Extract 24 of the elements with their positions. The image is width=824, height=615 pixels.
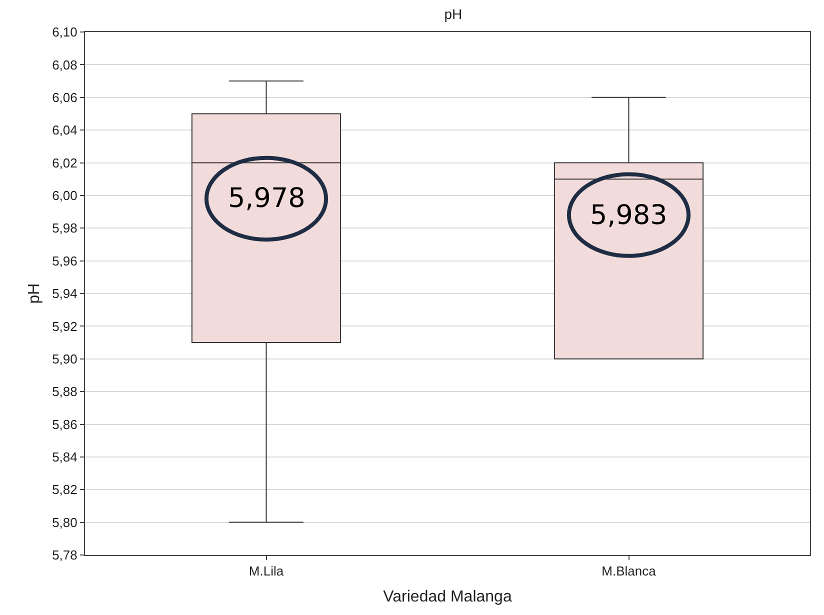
y-tick-label: 5,92	[52, 318, 78, 334]
y-tick-label: 5,84	[52, 449, 78, 464]
y-tick-label: 6,06	[52, 90, 78, 105]
annotation: 5,978	[228, 183, 306, 214]
y-tick-label: 5,78	[52, 548, 78, 563]
y-tick-label: 5,88	[52, 384, 78, 400]
annotation: 5,983	[590, 200, 668, 231]
y-tick-label: 5,96	[52, 253, 78, 268]
y-tick-label: 5,86	[52, 416, 78, 432]
y-tick-label: 6,08	[52, 57, 78, 72]
x-tick-label: M.Lila	[248, 564, 284, 579]
y-tick-label: 5,80	[52, 514, 78, 530]
x-tick-label: M.Blanca	[602, 564, 657, 579]
y-tick-label: 5,82	[52, 482, 78, 498]
y-tick-label: 6,10	[52, 24, 78, 40]
y-tick-label: 5,90	[52, 351, 78, 366]
y-tick-label: 6,00	[52, 188, 78, 203]
x-axis-title: Variedad Malanga	[383, 588, 512, 606]
y-tick-label: 6,02	[52, 155, 78, 170]
y-tick-label: 5,98	[52, 220, 78, 236]
chart-title: pH	[444, 6, 462, 22]
y-axis-title: pH	[26, 283, 43, 304]
y-tick-label: 6,04	[52, 122, 78, 138]
y-tick-label: 5,94	[52, 286, 78, 302]
